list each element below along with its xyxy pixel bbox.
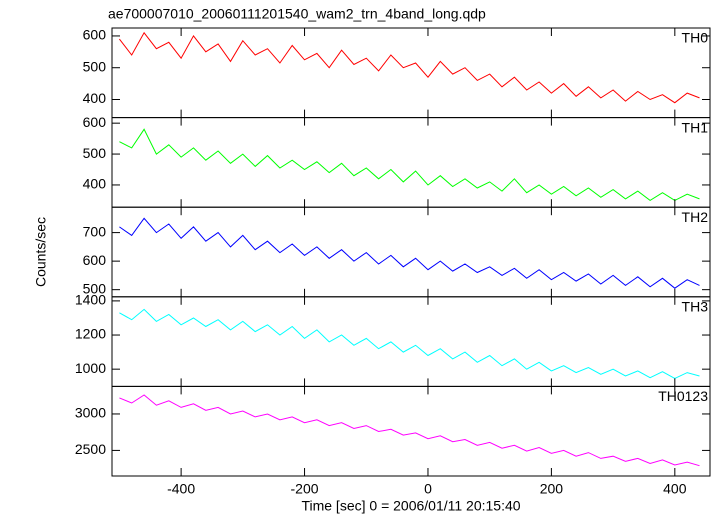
y-tick-label: 3000 — [75, 405, 106, 421]
series-line — [119, 308, 700, 380]
y-tick-label: 600 — [83, 27, 107, 43]
panel-label: TH0 — [682, 30, 709, 46]
series-line — [119, 394, 700, 467]
y-tick-label: 500 — [83, 58, 107, 74]
y-tick-label: 1400 — [75, 292, 106, 308]
x-axis-label: Time [sec] 0 = 2006/01/11 20:15:40 — [301, 498, 520, 514]
y-tick-label: 600 — [83, 252, 107, 268]
series-line — [119, 217, 700, 289]
x-tick-label: -400 — [167, 481, 195, 497]
panel-frame — [111, 385, 711, 477]
panel-frame — [111, 206, 711, 298]
panel-frame — [111, 117, 711, 208]
y-axis-label: Counts/sec — [33, 217, 49, 287]
y-tick-label: 400 — [83, 90, 107, 106]
x-tick-label: 200 — [540, 481, 564, 497]
x-tick-label: 0 — [424, 481, 432, 497]
y-tick-label: 600 — [83, 114, 107, 130]
y-tick-label: 500 — [83, 280, 107, 296]
y-tick-label: 700 — [83, 223, 107, 239]
series-line — [119, 128, 700, 202]
panel-label: TH1 — [682, 119, 709, 135]
panel-label: TH3 — [682, 299, 709, 315]
x-tick-label: 400 — [663, 481, 687, 497]
series-line — [119, 31, 700, 104]
panel-label: TH0123 — [658, 388, 708, 404]
y-tick-label: 400 — [83, 176, 107, 192]
chart-title: ae700007010_20060111201540_wam2_trn_4ban… — [108, 6, 486, 22]
x-tick-label: -200 — [291, 481, 319, 497]
y-tick-label: 1000 — [75, 360, 106, 376]
y-tick-label: 1200 — [75, 326, 106, 342]
y-tick-label: 2500 — [75, 441, 106, 457]
y-tick-label: 500 — [83, 145, 107, 161]
panel-label: TH2 — [682, 209, 709, 225]
panel-frame — [111, 27, 711, 119]
